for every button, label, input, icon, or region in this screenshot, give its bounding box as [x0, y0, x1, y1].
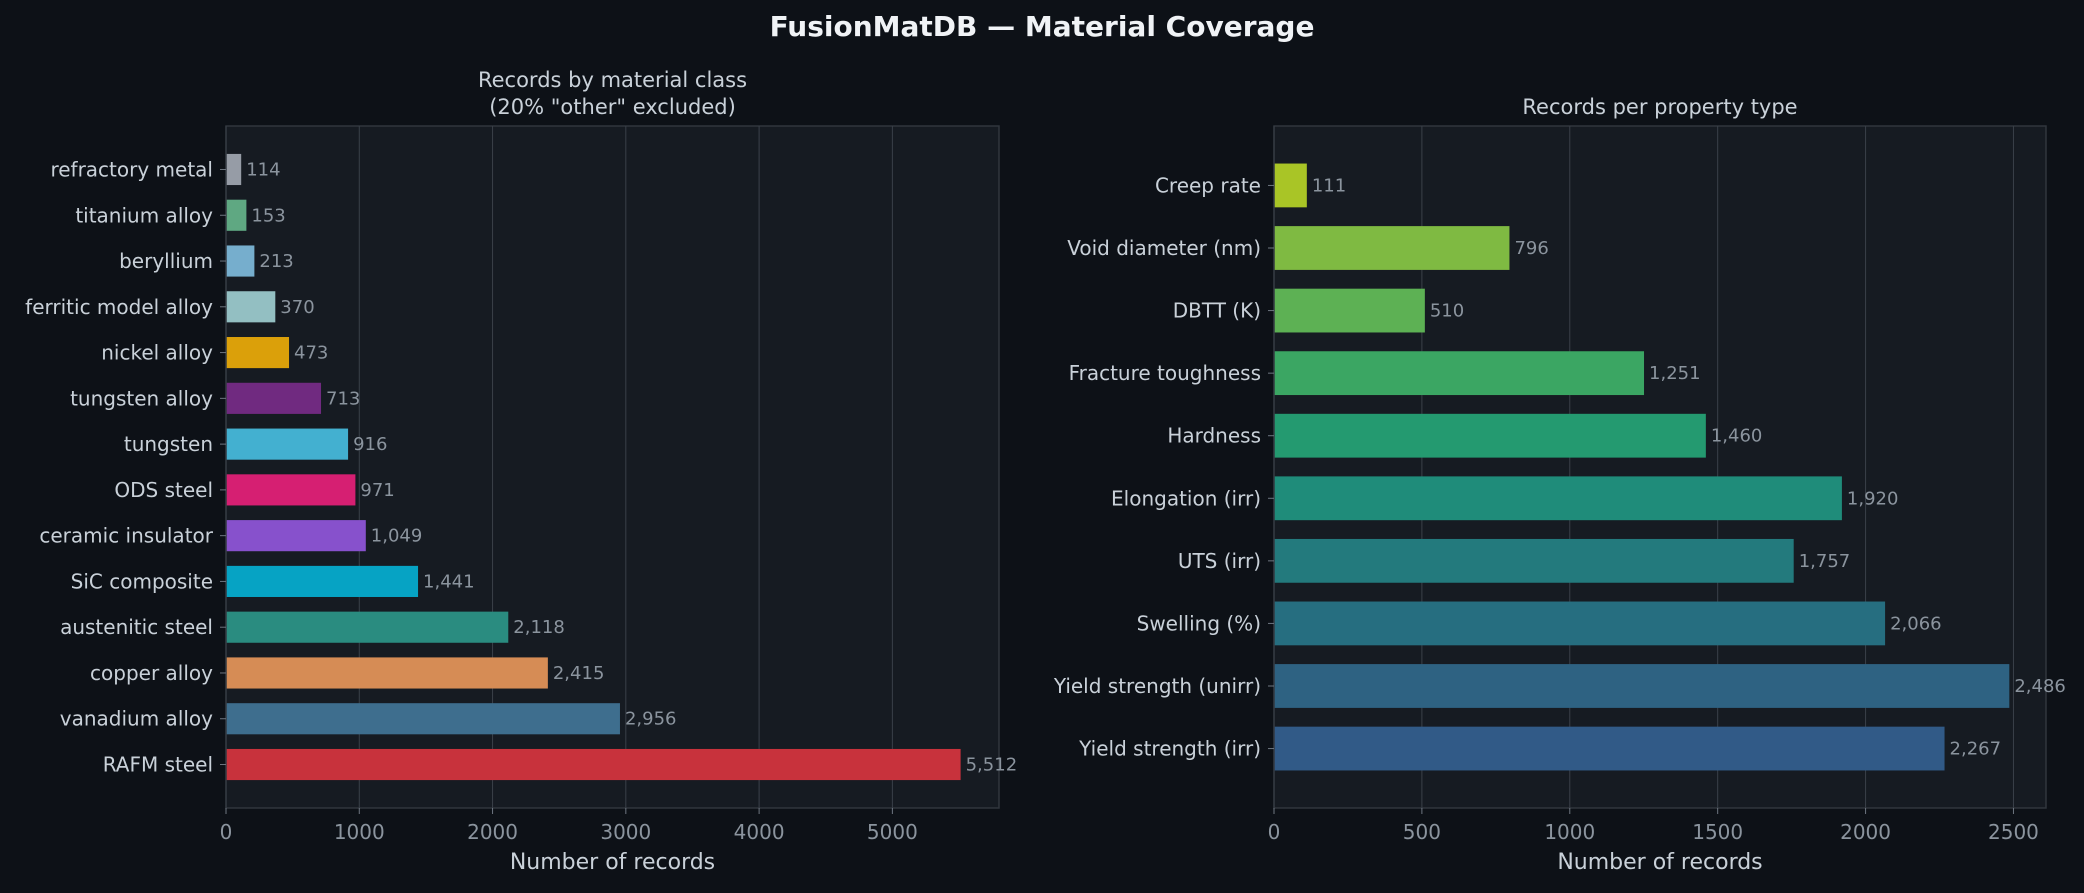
property-bar — [1274, 601, 1886, 646]
material-value-label: 2,118 — [513, 617, 565, 638]
property-bar — [1274, 664, 2010, 708]
property-bar — [1274, 538, 1794, 583]
material-panel-title-line: (20% "other" excluded) — [489, 95, 736, 119]
material-xtick-label: 5000 — [867, 820, 918, 844]
material-xtick-label: 3000 — [600, 820, 651, 844]
property-category-label: Fracture toughness — [1069, 361, 1261, 385]
property-xtick-label: 1500 — [1692, 820, 1743, 844]
property-value-label: 2,486 — [2014, 676, 2066, 697]
figure-title: FusionMatDB — Material Coverage — [770, 10, 1315, 43]
material-category-label: ferritic model alloy — [25, 295, 213, 319]
property-category-label: UTS (irr) — [1178, 549, 1261, 573]
property-bar — [1274, 351, 1645, 396]
property-category-label: Hardness — [1167, 424, 1261, 448]
material-panel-title: Records by material class (20% "other" ex… — [478, 68, 747, 119]
material-panel-title-line: Records by material class — [478, 68, 747, 92]
material-plot-area — [225, 125, 1000, 809]
material-value-label: 1,441 — [423, 571, 475, 592]
material-category-label: copper alloy — [90, 661, 213, 685]
property-panel-title-line: Records per property type — [1522, 95, 1797, 119]
material-category-label: tungsten — [124, 432, 213, 456]
property-category-label: Elongation (irr) — [1111, 486, 1261, 510]
material-x-axis-label: Number of records — [510, 850, 715, 875]
material-xtick-label: 1000 — [334, 820, 385, 844]
material-bar — [226, 611, 509, 643]
material-category-label: refractory metal — [50, 157, 213, 181]
material-value-label: 2,956 — [625, 709, 677, 730]
material-bar — [226, 657, 548, 689]
material-bar — [226, 245, 255, 277]
property-bar — [1274, 163, 1307, 208]
material-value-label: 713 — [326, 388, 360, 409]
property-xtick-label: 2000 — [1840, 820, 1891, 844]
material-value-label: 370 — [280, 297, 314, 318]
material-xtick-label: 0 — [220, 820, 233, 844]
property-value-label: 2,267 — [1950, 739, 2002, 760]
material-value-label: 916 — [353, 434, 387, 455]
material-category-label: austenitic steel — [60, 615, 213, 639]
material-bar — [226, 520, 366, 552]
material-bar — [226, 337, 290, 369]
material-xtick-label: 2000 — [467, 820, 518, 844]
property-xtick-label: 1000 — [1544, 820, 1595, 844]
property-bar — [1274, 288, 1425, 333]
material-bar — [226, 474, 356, 506]
material-category-label: SiC composite — [71, 569, 213, 593]
property-value-label: 796 — [1514, 238, 1548, 259]
material-bar — [226, 703, 620, 735]
property-xtick-label: 0 — [1268, 820, 1281, 844]
property-bar — [1274, 226, 1510, 270]
material-value-label: 2,415 — [553, 663, 605, 684]
material-value-label: 5,512 — [966, 755, 1018, 776]
material-category-label: nickel alloy — [101, 341, 213, 365]
property-category-label: Yield strength (unirr) — [1053, 674, 1261, 698]
material-value-label: 153 — [251, 205, 285, 226]
property-value-label: 1,460 — [1711, 426, 1763, 447]
property-category-label: Yield strength (irr) — [1078, 737, 1261, 761]
property-panel-title: Records per property type — [1522, 95, 1797, 119]
property-value-label: 111 — [1312, 175, 1346, 196]
property-value-label: 1,757 — [1799, 551, 1851, 572]
property-value-label: 1,251 — [1649, 363, 1701, 384]
panel-property-type: 2,267 Yield strength (irr) 2,486 Yield stre… — [1053, 95, 2066, 875]
property-bar — [1274, 726, 1945, 771]
material-bar — [226, 428, 349, 460]
property-category-label: DBTT (K) — [1173, 299, 1261, 323]
property-value-label: 2,066 — [1890, 613, 1942, 634]
property-xtick-label: 500 — [1403, 820, 1441, 844]
property-category-label: Swelling (%) — [1137, 611, 1261, 635]
material-value-label: 213 — [259, 251, 293, 272]
property-x-axis-label: Number of records — [1557, 850, 1762, 875]
material-category-label: beryllium — [119, 249, 213, 273]
material-xtick-label: 4000 — [734, 820, 785, 844]
material-value-label: 473 — [294, 343, 328, 364]
material-bar — [226, 565, 419, 597]
material-bar — [226, 153, 242, 186]
property-category-label: Creep rate — [1155, 173, 1261, 197]
material-bar — [226, 382, 322, 414]
material-category-label: RAFM steel — [103, 753, 213, 777]
panel-material-class: 5,512 RAFM steel 2,956 vanadium alloy 2,415 c… — [25, 68, 1017, 875]
material-category-label: ODS steel — [114, 478, 213, 502]
material-category-label: tungsten alloy — [70, 386, 213, 410]
property-bar — [1274, 476, 1842, 521]
material-category-label: vanadium alloy — [60, 707, 213, 731]
material-value-label: 1,049 — [371, 526, 423, 547]
material-bar — [226, 291, 276, 323]
material-category-label: ceramic insulator — [39, 524, 213, 548]
property-xtick-label: 2500 — [1988, 820, 2039, 844]
property-bar — [1274, 413, 1706, 458]
material-category-label: titanium alloy — [75, 203, 213, 227]
material-value-label: 971 — [360, 480, 394, 501]
material-bar — [226, 199, 247, 231]
property-value-label: 510 — [1430, 301, 1464, 322]
material-value-label: 114 — [246, 159, 280, 180]
property-category-label: Void diameter (nm) — [1067, 236, 1261, 260]
material-bar — [226, 748, 961, 781]
property-value-label: 1,920 — [1847, 488, 1899, 509]
